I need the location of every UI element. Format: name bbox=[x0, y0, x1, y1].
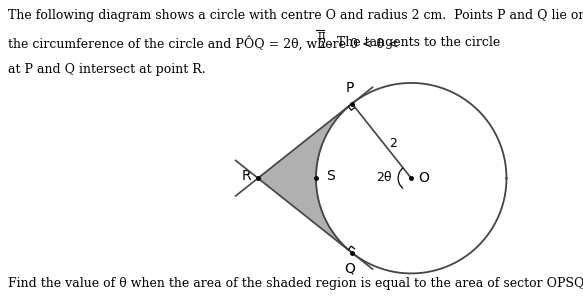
Text: π: π bbox=[318, 29, 325, 42]
Text: 2: 2 bbox=[389, 137, 396, 150]
Text: The following diagram shows a circle with centre O and radius 2 cm.  Points P an: The following diagram shows a circle wit… bbox=[8, 9, 583, 22]
Text: R: R bbox=[241, 169, 251, 183]
Text: S: S bbox=[326, 169, 335, 183]
Polygon shape bbox=[258, 104, 352, 253]
Text: O: O bbox=[419, 171, 429, 185]
Text: at P and Q intersect at point R.: at P and Q intersect at point R. bbox=[8, 63, 205, 76]
Text: 2θ: 2θ bbox=[375, 171, 391, 184]
Text: . The tangents to the circle: . The tangents to the circle bbox=[329, 36, 501, 49]
Text: Q: Q bbox=[344, 261, 355, 275]
Text: P: P bbox=[346, 81, 354, 95]
Text: 2: 2 bbox=[318, 38, 325, 51]
Text: the circumference of the circle and PÔQ = 2θ, where 0 < θ <: the circumference of the circle and PÔQ … bbox=[8, 36, 402, 51]
Text: Find the value of θ when the area of the shaded region is equal to the area of s: Find the value of θ when the area of the… bbox=[8, 277, 583, 290]
